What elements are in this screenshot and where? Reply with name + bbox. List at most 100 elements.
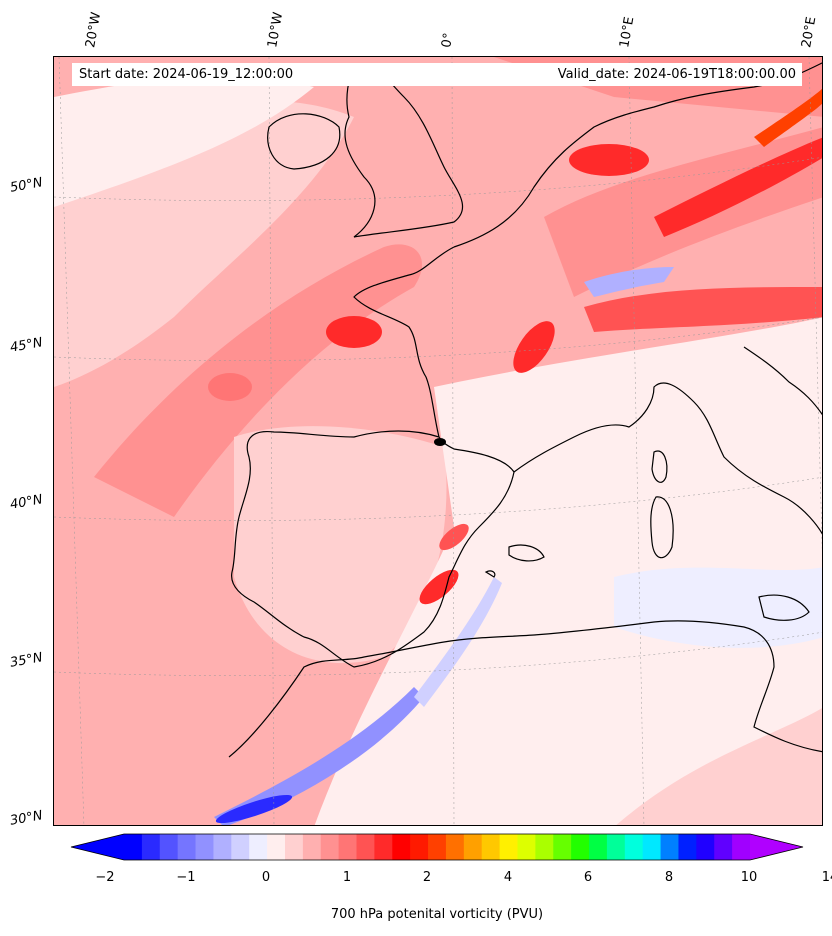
lat-label-40n: 40°N: [8, 492, 44, 513]
colorbar-extend-min: [71, 834, 124, 860]
colorbar-segment: [463, 834, 483, 860]
colorbar-segment: [553, 834, 572, 860]
colorbar-segment: [392, 834, 411, 860]
pv-max-peak: [754, 88, 822, 147]
lon-label-10e: 10°E: [617, 15, 638, 49]
colorbar-segment: [624, 834, 644, 860]
map-panel: [53, 56, 823, 826]
cb-tick-2: 2: [422, 870, 432, 885]
colorbar-segment: [231, 834, 250, 860]
coast-ireland: [267, 113, 341, 170]
colorbar-segment: [338, 834, 358, 860]
coast-sardinia: [650, 496, 674, 559]
valid-date-label: Valid_date: 2024-06-19T18:00:00.00: [557, 67, 796, 82]
cb-tick-14: 14: [821, 870, 832, 885]
colorbar-segment: [642, 834, 662, 860]
pv-max-massif: [513, 321, 555, 373]
lon-label-0: 0°: [439, 31, 457, 49]
pv-region-atlantic-lighter: [54, 76, 314, 207]
colorbar-segment: [445, 834, 465, 860]
colorbar-segment: [356, 834, 375, 860]
colorbar: [70, 833, 804, 861]
coast-adriatic: [743, 346, 822, 416]
lon-label-20w: 20°W: [83, 11, 105, 50]
colorbar-segment: [177, 834, 197, 860]
lat-label-30n: 30°N: [8, 808, 44, 829]
colorbar-label: 700 hPa potenital vorticity (PVU): [330, 907, 544, 922]
pv-negative-alps: [584, 267, 674, 297]
cb-tick-1: 1: [342, 870, 352, 885]
coast-mallorca: [508, 544, 545, 562]
colorbar-segment: [535, 834, 554, 860]
colorbar-segment: [481, 834, 501, 860]
pv-region-negative-east: [614, 567, 822, 648]
lat-label-50n: 50°N: [8, 175, 44, 196]
cb-tick-m1: −1: [176, 870, 196, 885]
colorbar-segment: [249, 834, 268, 860]
pv-region-sahara: [616, 708, 822, 825]
colorbar-extend-max: [750, 834, 803, 860]
colorbar-segment: [678, 834, 697, 860]
colorbar-segment: [410, 834, 429, 860]
colorbar-segment: [517, 834, 536, 860]
coastlines: [228, 62, 822, 758]
coast-britain: [344, 63, 464, 238]
pv-negative-alboran: [414, 577, 502, 707]
lon-label-10w: 10°W: [265, 11, 287, 50]
colorbar-segment: [571, 834, 590, 860]
coast-france-italy: [513, 382, 822, 535]
pv-max-north-sea: [569, 144, 649, 176]
pv-region-iberia: [234, 426, 447, 664]
colorbar-segment: [732, 834, 751, 860]
colorbar-outline: [70, 833, 804, 861]
cb-tick-10: 10: [740, 870, 758, 885]
coast-corsica: [651, 450, 668, 483]
colorbar-segment: [696, 834, 715, 860]
pv-max-brittany: [326, 316, 382, 348]
lat-label-45n: 45°N: [8, 335, 44, 356]
coast-iberia: [231, 430, 515, 668]
pv-contour-map: [54, 57, 822, 825]
colorbar-segment: [374, 834, 393, 860]
cb-tick-8: 8: [664, 870, 674, 885]
pv-band-alps: [584, 287, 822, 332]
colorbar-segment: [714, 834, 733, 860]
colorbar-segment: [499, 834, 519, 860]
pv-negative-streak: [214, 687, 424, 825]
cb-tick-0: 0: [261, 870, 271, 885]
coast-north-africa: [228, 620, 822, 758]
pv-max-europe: [654, 137, 822, 237]
cb-tick-6: 6: [583, 870, 593, 885]
colorbar-segment: [141, 834, 161, 860]
pv-band-atlantic: [94, 244, 423, 518]
pv-region-mediterranean: [314, 317, 822, 825]
pv-min-atlas: [215, 794, 293, 824]
graticule: [54, 57, 822, 825]
colorbar-segment: [660, 834, 680, 860]
colorbar-segment: [606, 834, 626, 860]
marker-pyrenees: [434, 438, 446, 446]
coast-sicily: [758, 594, 810, 621]
colorbar-segment: [213, 834, 232, 860]
coast-france-west: [353, 246, 455, 438]
colorbar-segment: [302, 834, 322, 860]
title-box: Start date: 2024-06-19_12:00:00 Valid_da…: [72, 63, 802, 86]
colorbar-segment: [159, 834, 179, 860]
coast-north-europe: [453, 62, 822, 248]
cb-tick-m2: −2: [95, 870, 115, 885]
start-date-label: Start date: 2024-06-19_12:00:00: [79, 67, 294, 82]
colorbar-segment: [428, 834, 447, 860]
pv-max-catalonia: [439, 523, 469, 551]
colorbar-segment: [284, 834, 304, 860]
colorbar-segment: [195, 834, 215, 860]
cb-tick-4: 4: [503, 870, 513, 885]
pv-max-atlantic: [208, 373, 252, 401]
colorbar-segment: [589, 834, 608, 860]
lat-label-35n: 35°N: [8, 650, 44, 671]
lon-label-20e: 20°E: [799, 15, 820, 49]
colorbar-segment: [267, 834, 286, 860]
coast-ibiza: [484, 570, 496, 578]
colorbar-segment: [124, 834, 143, 860]
colorbar-segment: [320, 834, 340, 860]
